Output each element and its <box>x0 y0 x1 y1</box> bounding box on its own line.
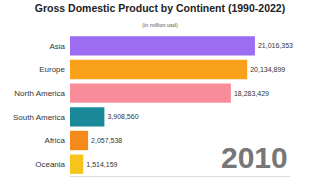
svg-text:2010: 2010 <box>221 141 288 174</box>
svg-text:1,514,159: 1,514,159 <box>86 161 117 168</box>
svg-text:3,908,560: 3,908,560 <box>107 113 138 120</box>
svg-text:(in million usd): (in million usd) <box>142 22 178 28</box>
svg-text:Africa: Africa <box>45 136 66 145</box>
svg-text:Asia: Asia <box>49 42 65 51</box>
svg-text:2,057,538: 2,057,538 <box>91 137 122 144</box>
svg-text:Europe: Europe <box>39 65 65 74</box>
svg-text:Oceania: Oceania <box>35 160 65 169</box>
svg-text:21,016,353: 21,016,353 <box>258 42 293 49</box>
svg-text:North America: North America <box>14 89 65 98</box>
svg-text:South America: South America <box>13 113 66 122</box>
svg-text:Gross Domestic Product by Cont: Gross Domestic Product by Continent (199… <box>35 2 285 14</box>
svg-text:18,283,429: 18,283,429 <box>234 90 269 97</box>
svg-text:20,134,899: 20,134,899 <box>250 66 285 73</box>
